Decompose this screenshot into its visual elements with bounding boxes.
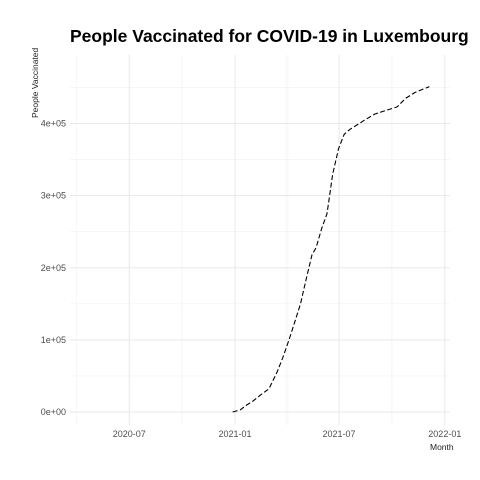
x-tick-label: 2021-01	[218, 429, 251, 439]
y-tick-label: 0e+00	[41, 407, 66, 417]
chart-title: People Vaccinated for COVID-19 in Luxemb…	[70, 26, 469, 46]
y-tick-label: 3e+05	[41, 191, 66, 201]
y-tick-label: 4e+05	[41, 119, 66, 129]
x-tick-label: 2021-07	[323, 429, 356, 439]
y-tick-labels: 0e+00 1e+05 2e+05 3e+05 4e+05	[41, 119, 66, 417]
x-tick-label: 2022-01	[428, 429, 461, 439]
y-tick-label: 1e+05	[41, 335, 66, 345]
x-axis-label: Month	[430, 442, 454, 452]
y-tick-label: 2e+05	[41, 263, 66, 273]
series-lines	[232, 86, 430, 413]
x-tick-labels: 2020-07 2021-01 2021-07 2022-01	[113, 429, 462, 439]
x-tick-label: 2020-07	[113, 429, 146, 439]
minor-gridlines	[70, 55, 450, 425]
series-line	[232, 86, 430, 413]
major-gridlines	[70, 55, 450, 425]
